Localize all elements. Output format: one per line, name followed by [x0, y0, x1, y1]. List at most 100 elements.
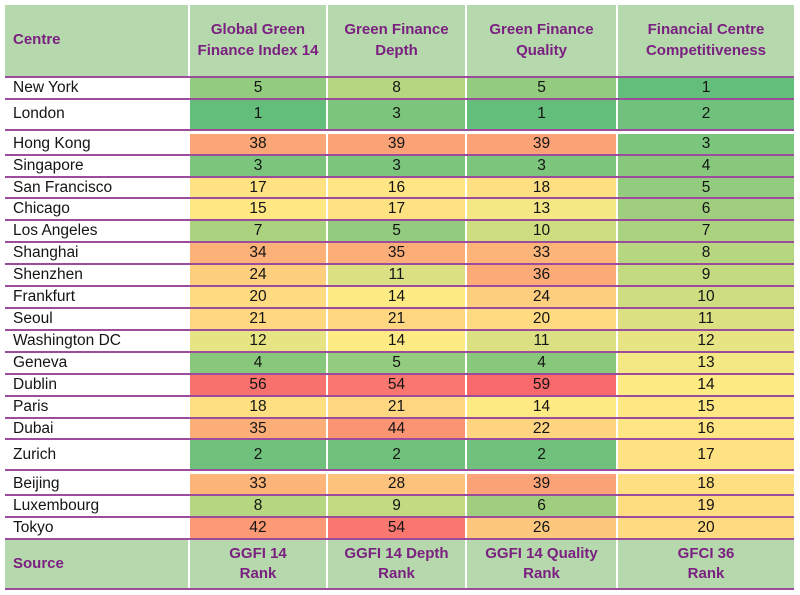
rank-cell: 1 [618, 78, 794, 98]
rank-cell: 2 [328, 440, 465, 470]
rank-cell: 14 [328, 330, 465, 351]
rank-cell: 10 [467, 221, 616, 242]
rank-cell: 2 [467, 440, 616, 470]
rank-cell: 19 [618, 496, 794, 517]
rank-cell: 11 [328, 265, 465, 286]
rank-cell: 21 [190, 309, 326, 329]
centre-name: Luxembourg [5, 496, 188, 517]
rank-cell: 4 [190, 352, 326, 373]
rank-cell: 14 [467, 396, 616, 417]
header-financial-centre-competitiveness: Financial Centre Competitiveness [618, 5, 794, 76]
rank-cell: 9 [618, 265, 794, 286]
table-row: Hong Kong 38 39 39 3 [5, 133, 794, 156]
rank-cell: 35 [190, 418, 326, 439]
rank-cell: 12 [618, 330, 794, 351]
footer-ggfi14-quality-rank: GGFI 14 Quality Rank [467, 540, 616, 588]
rank-cell: 33 [467, 243, 616, 264]
footer-source-label: Source [5, 540, 188, 588]
centre-name: Shanghai [5, 243, 188, 264]
rank-cell: 18 [467, 177, 616, 198]
centre-name: Zurich [5, 440, 188, 470]
rank-cell: 17 [618, 440, 794, 470]
centre-name: San Francisco [5, 177, 188, 198]
centre-name: London [5, 99, 188, 129]
rank-cell: 1 [467, 99, 616, 129]
rank-cell: 5 [467, 78, 616, 98]
table-row: Shenzhen 24 11 36 9 [5, 265, 794, 288]
rank-cell: 20 [467, 309, 616, 329]
rank-cell: 3 [328, 99, 465, 129]
rank-cell: 8 [190, 496, 326, 517]
rank-cell: 24 [467, 287, 616, 308]
header-green-finance-depth: Green Finance Depth [328, 5, 465, 76]
centre-name: New York [5, 78, 188, 98]
centre-name: Dubai [5, 418, 188, 439]
rank-cell: 17 [190, 177, 326, 198]
rank-cell: 35 [328, 243, 465, 264]
rank-cell: 5 [328, 352, 465, 373]
table-header-row: Centre Global Green Finance Index 14 Gre… [5, 5, 794, 78]
centre-name: Hong Kong [5, 133, 188, 154]
header-centre: Centre [5, 5, 188, 76]
rank-cell: 3 [618, 133, 794, 154]
table-row: Frankfurt 20 14 24 10 [5, 287, 794, 310]
table-row: New York 5 8 5 1 [5, 78, 794, 100]
rank-cell: 5 [618, 177, 794, 198]
rank-cell: 13 [618, 352, 794, 373]
table-row: Paris 18 21 14 15 [5, 396, 794, 419]
table-row: London 1 3 1 2 [5, 99, 794, 131]
centre-name: Singapore [5, 155, 188, 176]
table-row: Dubai 35 44 22 16 [5, 418, 794, 441]
header-green-finance-quality: Green Finance Quality [467, 5, 616, 76]
centre-name: Geneva [5, 352, 188, 373]
table-row: Dublin 56 54 59 14 [5, 374, 794, 397]
table-row: Washington DC 12 14 11 12 [5, 330, 794, 353]
rank-cell: 39 [467, 474, 616, 495]
rank-cell: 26 [467, 518, 616, 539]
rank-cell: 54 [328, 374, 465, 395]
rank-cell: 39 [328, 133, 465, 154]
rank-cell: 2 [190, 440, 326, 470]
centre-name: Dublin [5, 374, 188, 395]
footer-gfci36-rank: GFCI 36 Rank [618, 540, 794, 588]
rank-cell: 11 [618, 309, 794, 329]
table-row: Luxembourg 8 9 6 19 [5, 496, 794, 519]
rank-cell: 3 [190, 155, 326, 176]
rank-cell: 54 [328, 518, 465, 539]
rank-cell: 16 [618, 418, 794, 439]
rank-cell: 39 [467, 133, 616, 154]
rank-cell: 34 [190, 243, 326, 264]
centre-name: Beijing [5, 474, 188, 495]
table-row: Geneva 4 5 4 13 [5, 352, 794, 375]
centre-name: Frankfurt [5, 287, 188, 308]
table-row: San Francisco 17 16 18 5 [5, 177, 794, 200]
rank-cell: 3 [328, 155, 465, 176]
rank-cell: 7 [190, 221, 326, 242]
table-row: Chicago 15 17 13 6 [5, 199, 794, 222]
rank-cell: 24 [190, 265, 326, 286]
rank-cell: 44 [328, 418, 465, 439]
rank-cell: 6 [618, 199, 794, 220]
table-footer-row: Source GGFI 14 Rank GGFI 14 Depth Rank G… [5, 540, 794, 590]
rank-cell: 21 [328, 396, 465, 417]
footer-ggfi14-rank: GGFI 14 Rank [190, 540, 326, 588]
rank-cell: 15 [618, 396, 794, 417]
rank-cell: 20 [618, 518, 794, 539]
rank-cell: 38 [190, 133, 326, 154]
rank-cell: 15 [190, 199, 326, 220]
rank-cell: 14 [618, 374, 794, 395]
rank-cell: 4 [618, 155, 794, 176]
footer-ggfi14-depth-rank: GGFI 14 Depth Rank [328, 540, 465, 588]
rank-cell: 1 [190, 99, 326, 129]
rank-cell: 5 [190, 78, 326, 98]
rank-cell: 7 [618, 221, 794, 242]
table-body: New York 5 8 5 1 London 1 3 1 2 Hong Kong 38 39 39 3 Si… [5, 78, 794, 541]
rank-cell: 18 [618, 474, 794, 495]
rank-cell: 8 [618, 243, 794, 264]
rank-cell: 4 [467, 352, 616, 373]
rank-cell: 8 [328, 78, 465, 98]
table-row: Singapore 3 3 3 4 [5, 155, 794, 178]
rank-cell: 21 [328, 309, 465, 329]
table-row: Seoul 21 21 20 11 [5, 309, 794, 331]
rank-cell: 18 [190, 396, 326, 417]
